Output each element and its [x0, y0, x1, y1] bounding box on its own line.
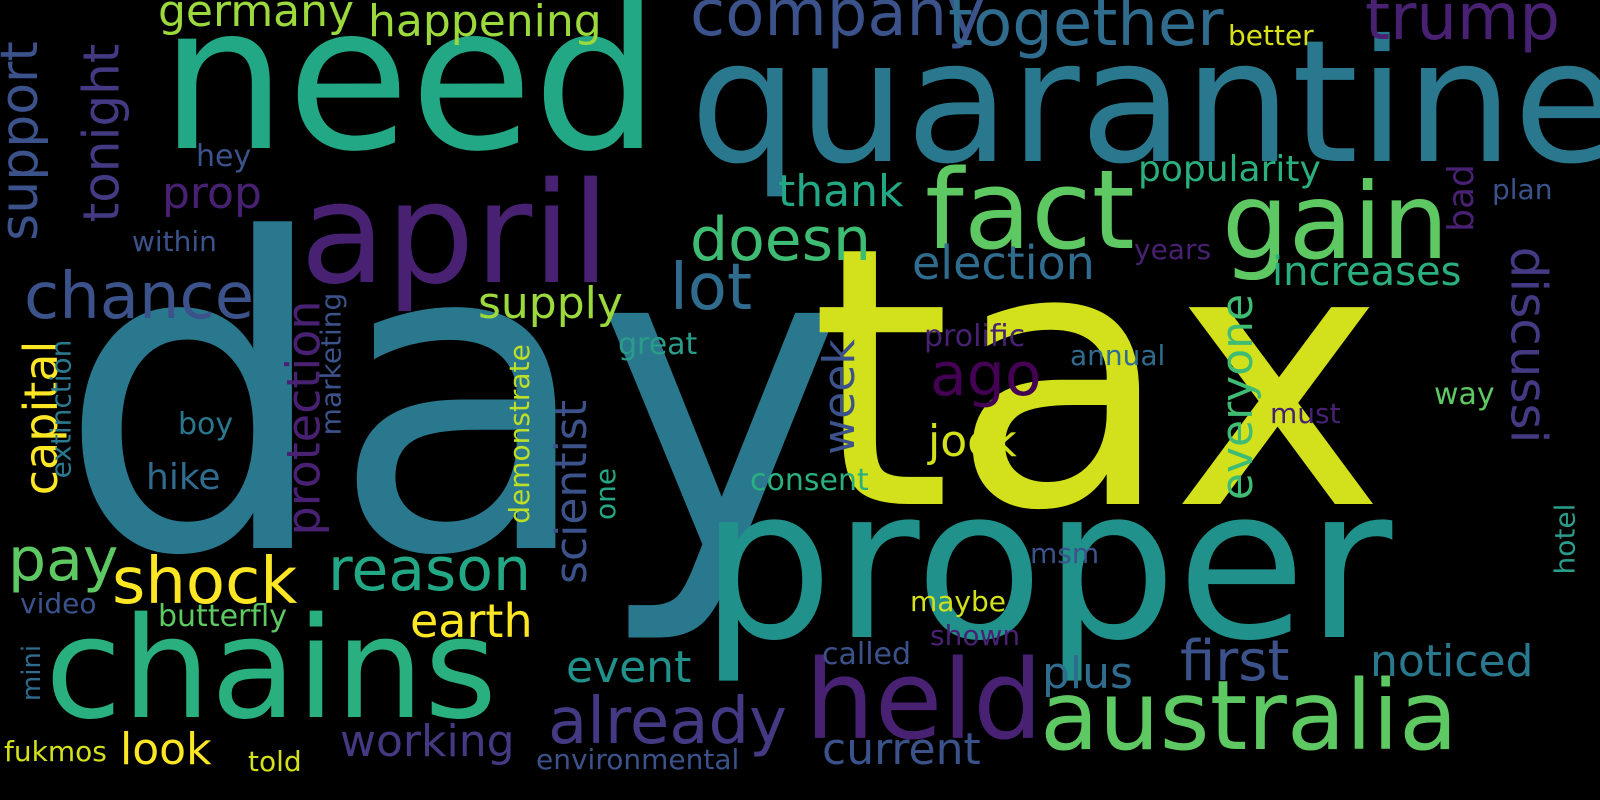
word-already: already: [548, 685, 787, 759]
word-must: must: [1270, 397, 1341, 430]
word-environmental: environmental: [536, 743, 740, 776]
word-video: video: [20, 587, 97, 620]
word-one: one: [589, 467, 623, 521]
word-consent: consent: [750, 463, 869, 498]
word-popularity: popularity: [1138, 149, 1321, 190]
word-ago: ago: [930, 340, 1042, 410]
word-plan: plan: [1492, 173, 1553, 206]
word-bad: bad: [1440, 164, 1482, 232]
word-supply: supply: [478, 278, 623, 329]
word-mini: mini: [17, 644, 48, 702]
word-day: day: [58, 150, 849, 650]
word-great: great: [618, 327, 698, 362]
word-butterfly: butterfly: [158, 599, 288, 634]
word-look: look: [120, 724, 212, 775]
word-trump: trump: [1365, 0, 1560, 55]
word-noticed: noticed: [1370, 636, 1534, 687]
word-april: april: [300, 153, 611, 316]
word-annual: annual: [1070, 339, 1166, 372]
word-working: working: [340, 716, 515, 767]
word-told: told: [248, 745, 302, 778]
word-proper: proper: [700, 442, 1393, 687]
word-pay: pay: [8, 525, 119, 595]
word-doesn: doesn: [690, 205, 871, 275]
word-scientist: scientist: [545, 400, 597, 584]
word-reason: reason: [328, 535, 532, 605]
word-australia: australia: [1040, 660, 1458, 772]
word-company: company: [690, 0, 985, 51]
word-everyone: everyone: [1212, 293, 1264, 501]
word-tax: tax: [810, 170, 1385, 589]
word-election: election: [912, 236, 1095, 290]
word-extinction: extinction: [44, 339, 78, 479]
word-years: years: [1134, 233, 1212, 266]
word-maybe: maybe: [910, 585, 1007, 618]
word-jock: jock: [928, 416, 1017, 467]
word-quarantine: quarantine: [690, 4, 1600, 202]
word-boy: boy: [178, 407, 234, 442]
word-prop: prop: [162, 168, 262, 219]
word-held: held: [805, 636, 1043, 764]
word-chains: chains: [45, 588, 498, 751]
word-msm: msm: [1030, 537, 1100, 570]
word-lot: lot: [670, 251, 753, 325]
word-germany: germany: [158, 0, 355, 37]
word-hotel: hotel: [1548, 503, 1582, 575]
word-discussi: discussi: [1499, 246, 1558, 444]
word-called: called: [822, 637, 912, 672]
word-chance: chance: [24, 260, 255, 334]
word-better: better: [1228, 19, 1314, 52]
word-gain: gain: [1222, 161, 1449, 283]
word-shown: shown: [930, 619, 1021, 652]
word-earth: earth: [410, 594, 533, 648]
word-thank: thank: [778, 166, 904, 217]
word-current: current: [822, 724, 981, 775]
word-marketing: marketing: [314, 292, 348, 436]
word-prolific: prolific: [924, 319, 1026, 354]
word-demonstrate: demonstrate: [502, 344, 536, 524]
word-event: event: [566, 642, 692, 693]
word-first: first: [1180, 629, 1290, 694]
word-together: together: [948, 0, 1224, 61]
word-within: within: [132, 225, 217, 258]
word-need: need: [160, 0, 660, 196]
word-support: support: [0, 41, 50, 241]
word-way: way: [1434, 377, 1495, 412]
word-shock: shock: [112, 545, 298, 619]
word-increases: increases: [1272, 249, 1462, 295]
word-tonight: tonight: [72, 43, 131, 223]
word-hike: hike: [146, 457, 221, 498]
word-week: week: [813, 339, 865, 455]
word-plus: plus: [1042, 648, 1133, 699]
word-happening: happening: [368, 0, 602, 47]
word-fukmos: fukmos: [4, 735, 107, 768]
word-hey: hey: [196, 139, 252, 174]
word-fact: fact: [925, 146, 1135, 274]
